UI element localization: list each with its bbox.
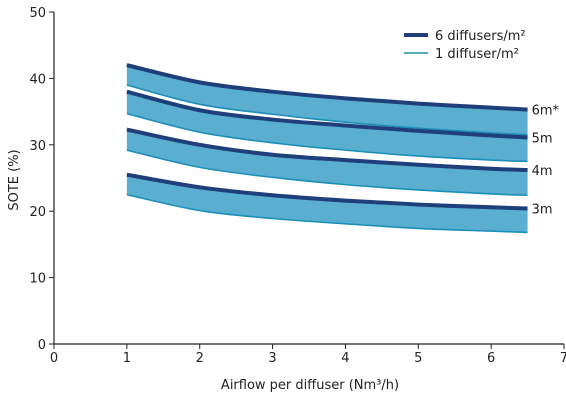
x-axis-title: Airflow per diffuser (Nm³/h)	[221, 378, 399, 393]
legend-label: 6 diffusers/m²	[435, 29, 526, 44]
y-tick-label: 10	[29, 272, 46, 287]
band-upper-line	[126, 89, 528, 140]
band-lower-line	[126, 112, 528, 163]
band-lower-line	[126, 84, 528, 136]
y-tick-label: 30	[29, 139, 46, 154]
band-end-label: 4m	[532, 164, 553, 179]
y-tick-label: 20	[29, 205, 46, 220]
band-fill	[126, 174, 528, 233]
x-tick-label: 4	[341, 351, 349, 366]
band-fill	[126, 91, 528, 162]
band-end-label: 3m	[532, 203, 553, 218]
x-tick-label: 1	[123, 351, 131, 366]
x-tick-label: 7	[560, 351, 566, 366]
band-upper-line	[126, 172, 528, 211]
band-lower-line	[126, 193, 528, 234]
band-lower-line	[126, 149, 528, 197]
legend-label: 1 diffuser/m²	[435, 47, 519, 62]
band-end-label: 5m	[532, 131, 553, 146]
x-tick-label: 2	[196, 351, 204, 366]
band-upper-line	[126, 127, 528, 173]
band-upper-line	[126, 63, 528, 112]
y-tick-label: 50	[29, 6, 46, 21]
axes-layer	[53, 12, 564, 345]
legend: 6 diffusers/m² 1 diffuser/m²	[404, 29, 526, 62]
band-end-label: 6m*	[532, 104, 560, 119]
x-tick-label: 6	[487, 351, 495, 366]
band-fill	[126, 129, 528, 196]
x-tick-label: 0	[50, 351, 58, 366]
y-tick-label: 0	[38, 338, 46, 353]
ticks-layer: 0 1 2 3 4 5 6 7 0 10 20 30 40 50	[29, 6, 566, 366]
band-fill	[126, 65, 528, 135]
y-tick-label: 40	[29, 72, 46, 87]
x-tick-label: 5	[414, 351, 422, 366]
labels-layer: 6m* 5m 4m 3m	[532, 104, 560, 218]
x-tick-label: 3	[268, 351, 276, 366]
bands-layer	[126, 63, 528, 234]
y-axis-title: SOTE (%)	[7, 149, 22, 210]
